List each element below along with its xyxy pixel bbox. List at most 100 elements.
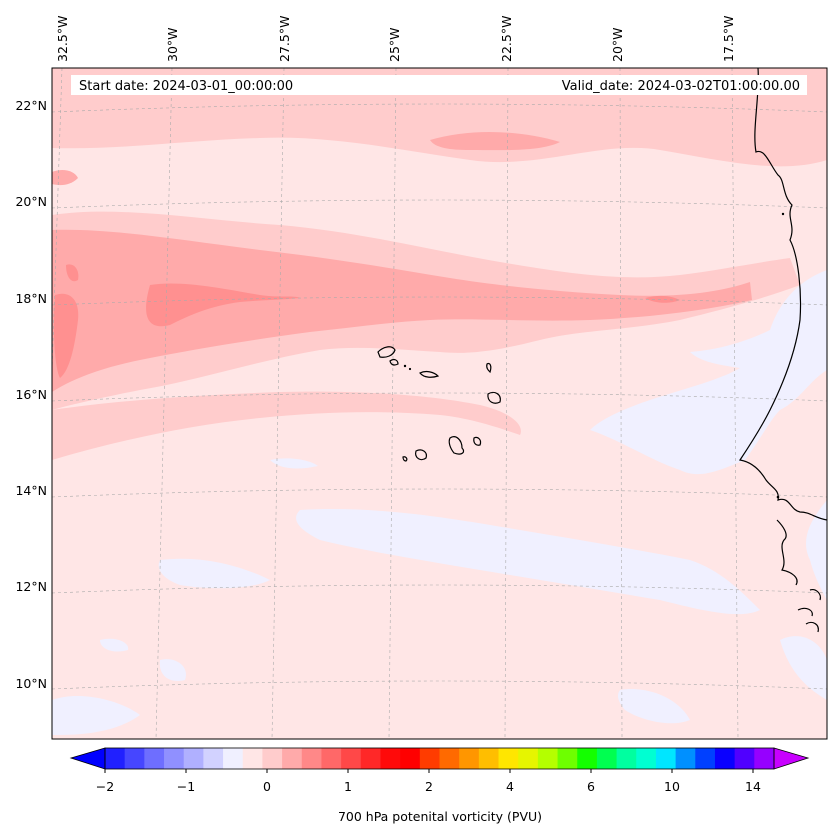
colorbar-cell (282, 748, 303, 769)
colorbar-title: 700 hPa potenital vorticity (PVU) (338, 809, 542, 824)
coastline-dots (403, 212, 785, 499)
cape-verde-island-santo-antao (377, 346, 396, 358)
colorbar-tick-label: 0 (263, 779, 271, 794)
colorbar-cell (262, 748, 283, 769)
cape-verde-island-fogo (415, 449, 427, 461)
colorbar-tick-label: 10 (664, 779, 680, 794)
colorbar-tick-label: 4 (506, 779, 514, 794)
colorbar-ticks (104, 769, 754, 773)
colorbar-cell (105, 748, 126, 769)
colorbar-tick-label: 14 (745, 779, 761, 794)
cape-verde-island-maio (473, 436, 482, 446)
pv-band-north-strong (430, 131, 560, 151)
colorbar-tick-label: −1 (177, 779, 195, 794)
colorbar-cell (636, 748, 657, 769)
map-frame (51, 67, 828, 740)
colorbar-extend-min (69, 747, 106, 770)
pv-band-main-core (146, 283, 300, 327)
west-africa-coastline (738, 68, 827, 521)
colorbar-cell (537, 748, 559, 769)
colorbar-tick-label: 6 (587, 779, 595, 794)
pv-band-main-core-4 (66, 264, 79, 282)
senegal-coast-detail (776, 519, 798, 586)
colorbar-cell (616, 748, 637, 769)
colorbar-cell (596, 748, 618, 769)
lon-label: 30°W (165, 27, 180, 62)
pv-negative-patch-south-4 (270, 458, 318, 469)
lon-label: 32.5°W (55, 16, 70, 62)
colorbar-cell (714, 748, 736, 769)
valid-date-label: Valid_date: 2024-03-02T01:00:00.00 (562, 79, 800, 94)
lon-label: 22.5°W (499, 16, 514, 62)
graticule (52, 68, 827, 739)
colorbar-cell (478, 748, 500, 769)
colorbar-extend-max (773, 747, 810, 770)
colorbar-cell (577, 748, 598, 769)
colorbar-cell (498, 748, 519, 769)
lat-label: 12°N (15, 579, 47, 594)
colorbar-cell (400, 748, 421, 769)
pv-negative-patch-south-1 (296, 509, 760, 615)
pv-band-main-strong (52, 229, 752, 392)
cape-verde-island-brava (402, 456, 408, 462)
pv-negative-patch-south-6 (159, 659, 186, 682)
colorbar-tick-label: 1 (344, 779, 352, 794)
longitude-labels: 32.5°W 30°W 27.5°W 25°W 22.5°W 20°W 17.5… (55, 16, 736, 62)
latitude-labels: 22°N 20°N 18°N 16°N 14°N 12°N 10°N (15, 98, 47, 691)
pv-negative-patch-south-5 (100, 638, 129, 652)
colorbar-cell (360, 748, 381, 769)
lat-label: 10°N (15, 676, 47, 691)
start-date-label: Start date: 2024-03-01_00:00:00 (79, 79, 293, 94)
colorbar-cell (655, 748, 677, 769)
cape-verde-island-sal (486, 362, 492, 374)
colorbar-cell (675, 748, 696, 769)
colorbar-cell (341, 748, 362, 769)
colorbar-cell (321, 748, 342, 769)
cape-verde-island-sao-nicolau (419, 370, 440, 378)
lat-label: 14°N (15, 483, 47, 498)
colorbar-cell (419, 748, 440, 769)
cape-verde-island-santiago (448, 436, 465, 455)
colorbar-frame (104, 747, 775, 770)
header-box: Start date: 2024-03-01_00:00:00 Valid_da… (71, 75, 807, 95)
lat-label: 16°N (15, 387, 47, 402)
lon-label: 25°W (387, 27, 402, 62)
colorbar-cell (459, 748, 480, 769)
colorbar-cell (203, 748, 224, 769)
pv-negative-patch-south-3 (52, 695, 140, 735)
colorbar-cell (754, 748, 775, 769)
pv-negative-patch-coastal (806, 500, 827, 600)
lon-label: 20°W (610, 27, 625, 62)
cape-verde-island-sao-vicente (389, 358, 399, 366)
lon-label: 27.5°W (277, 16, 292, 62)
colorbar-cell (557, 748, 578, 769)
pv-negative-patch-east (590, 270, 827, 475)
colorbar-cell (695, 748, 716, 769)
pv-negative-patch-south-8 (617, 689, 690, 724)
colorbar-tick-labels: −2 −1 0 1 2 4 6 10 14 (96, 779, 761, 794)
pv-band-main-core-2 (53, 293, 79, 378)
pv-band-main-core-3 (645, 295, 680, 303)
lon-label: 17.5°W (721, 16, 736, 62)
colorbar-cell (164, 748, 185, 769)
colorbar: −2 −1 0 1 2 4 6 10 14 700 hPa potenital … (69, 747, 810, 824)
colorbar-tick-label: −2 (96, 779, 114, 794)
colorbar-cell (380, 748, 401, 769)
lat-label: 20°N (15, 194, 47, 209)
colorbar-tick-label: 2 (425, 779, 433, 794)
pv-band-north-strong-2 (52, 170, 78, 186)
guinea-bissau-islands (797, 589, 821, 633)
colorbar-cells (105, 748, 775, 769)
colorbar-cell (223, 748, 244, 769)
colorbar-cell (124, 748, 145, 769)
lat-label: 18°N (15, 291, 47, 306)
colorbar-cell (242, 748, 263, 769)
colorbar-cell (183, 748, 204, 769)
colorbar-cell (518, 748, 539, 769)
pv-negative-patch-south-2 (158, 558, 270, 589)
colorbar-cell (144, 748, 165, 769)
lat-label: 22°N (15, 98, 47, 113)
pv-negative-patch-south-7 (780, 636, 827, 700)
colorbar-cell (439, 748, 460, 769)
